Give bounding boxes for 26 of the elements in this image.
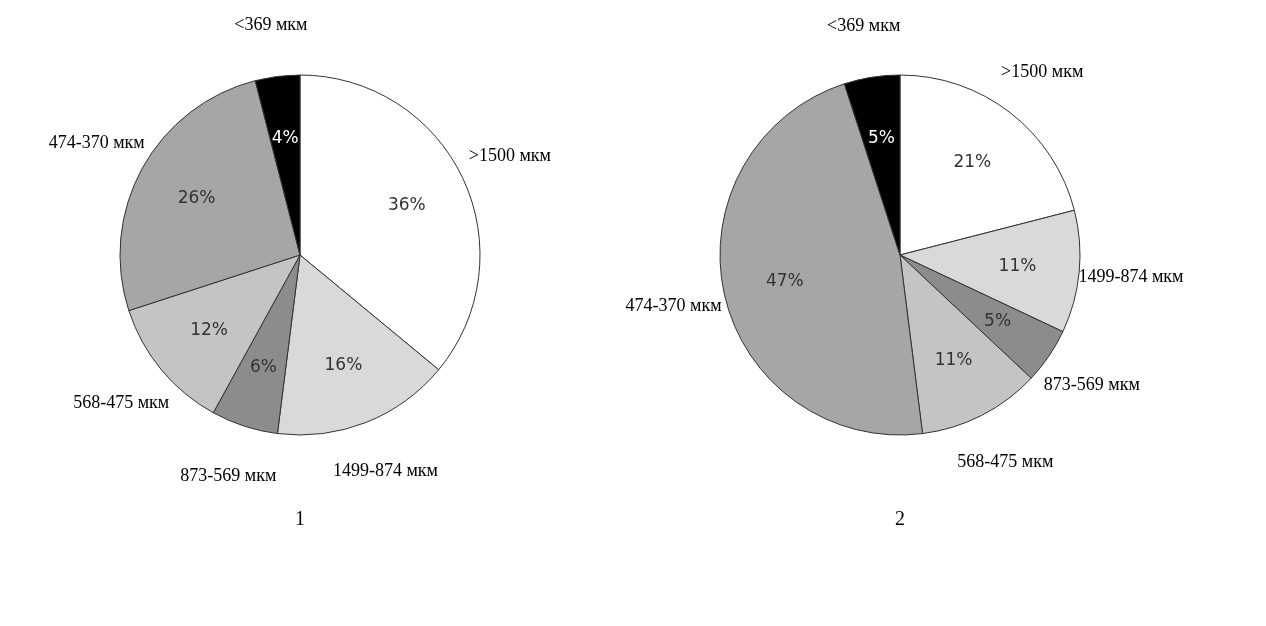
slice-label: 568-475 мкм [73, 391, 170, 412]
slice-label: 873-569 мкм [1043, 374, 1140, 395]
data-label: 26% [177, 187, 216, 208]
slice-label: 474-370 мкм [625, 294, 722, 315]
slice-label: 568-475 мкм [957, 450, 1054, 471]
slice-label: <369 мкм [234, 13, 308, 34]
data-label: 11% [934, 349, 973, 370]
slice-label: 1499-874 мкм [1078, 265, 1184, 286]
data-label: 16% [324, 353, 363, 374]
data-label: 47% [765, 269, 804, 290]
data-label: 11% [998, 255, 1037, 276]
slice-label: 1499-874 мкм [332, 459, 438, 480]
data-label: 12% [190, 319, 228, 340]
slice-label: <369 мкм [827, 14, 901, 35]
slice-label: 873-569 мкм [180, 464, 277, 485]
text: 1 [295, 507, 305, 529]
data-label: 36% [387, 193, 426, 214]
data-label: 4% [271, 126, 299, 147]
slice-label: 474-370 мкм [48, 132, 145, 153]
slice-label: >1500 мкм [1001, 60, 1084, 81]
text: 2 [895, 507, 905, 529]
data-label: 5% [984, 310, 1012, 331]
data-label: 21% [953, 150, 992, 171]
data-label: 6% [250, 356, 278, 377]
data-label: 5% [868, 127, 896, 148]
slice-label: >1500 мкм [468, 145, 552, 166]
